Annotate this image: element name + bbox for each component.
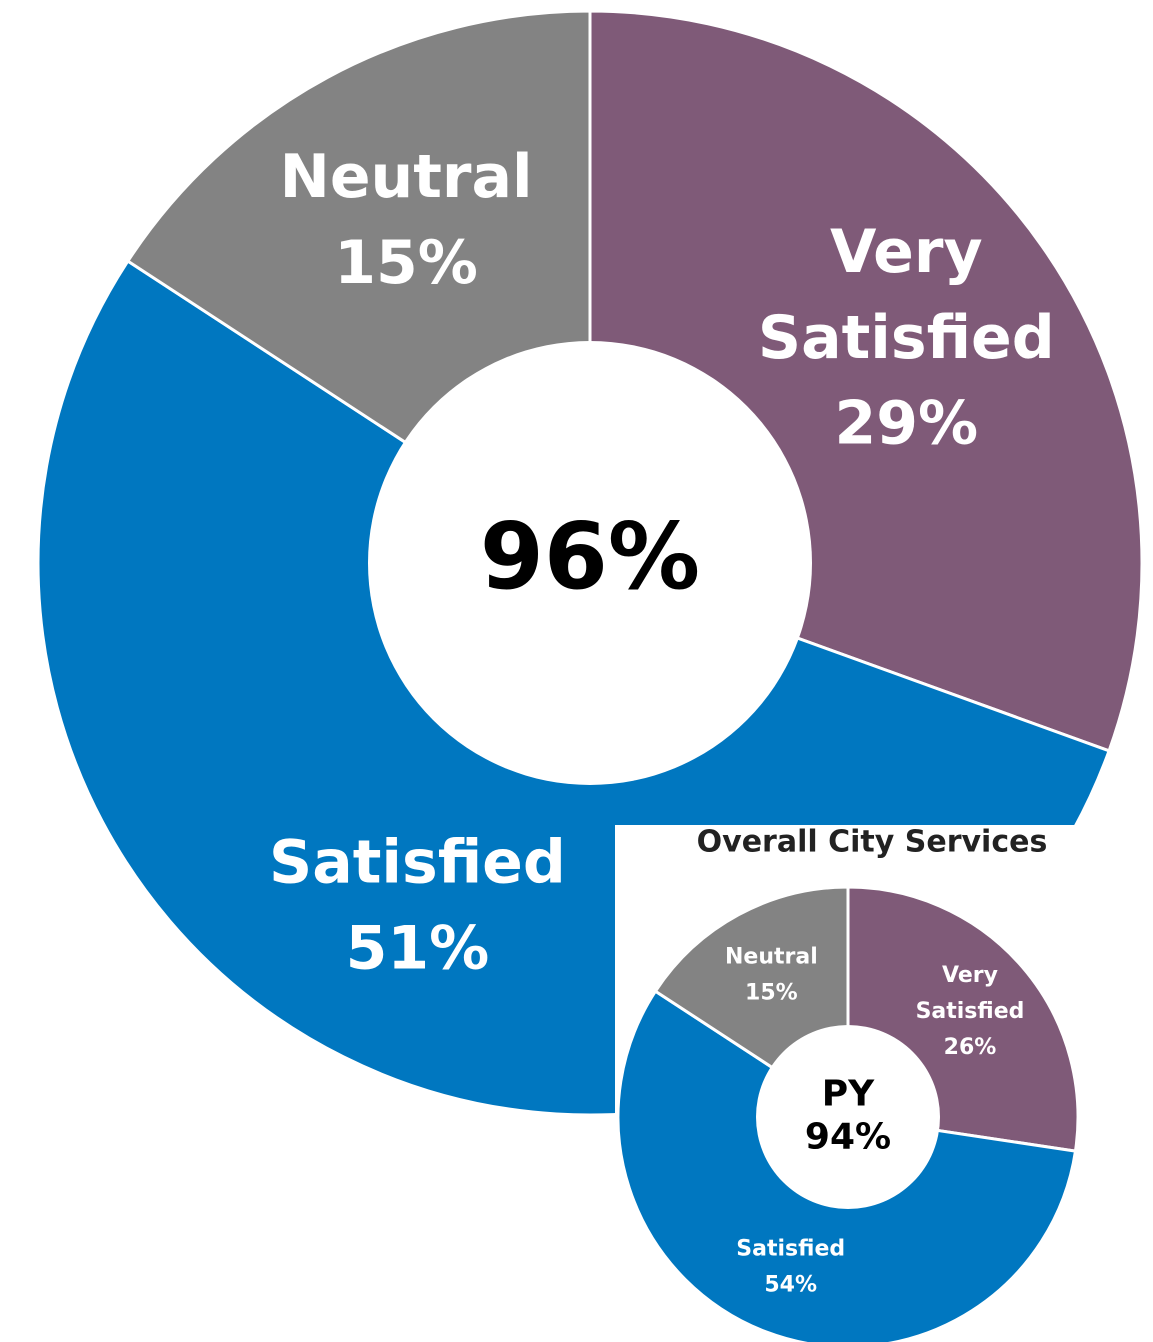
text-line: PY: [822, 1073, 875, 1114]
slice-value-label: 29%: [835, 389, 979, 459]
slice-value-label: 15%: [745, 980, 798, 1005]
slice-label: Satisfied: [736, 1236, 845, 1261]
text-line: Neutral: [280, 142, 533, 212]
text-line: Satisfied: [916, 999, 1025, 1024]
donut-hole: [368, 341, 812, 785]
slice-label: Neutral: [280, 142, 533, 212]
center-label: 96%: [480, 503, 700, 610]
chart-title: Overall City Services: [697, 825, 1048, 860]
slice-label: Very Satisfied: [916, 963, 1025, 1024]
text-line: Satisfied: [736, 1236, 845, 1261]
slice-label: Neutral: [725, 944, 818, 969]
text-line: Neutral: [725, 944, 818, 969]
donut-hole: [756, 1025, 940, 1209]
text-line: Very: [942, 963, 998, 988]
slice-value-label: 26%: [944, 1035, 997, 1060]
text-line: 94%: [805, 1117, 891, 1158]
slice-label: Very Satisfied: [758, 217, 1055, 373]
slice-label: Satisfied: [269, 827, 566, 897]
text-line: Very: [830, 217, 983, 287]
text-line: Satisfied: [758, 303, 1055, 373]
slice-value-label: 15%: [334, 228, 478, 298]
slice-value-label: 51%: [346, 913, 490, 983]
text-line: Satisfied: [269, 827, 566, 897]
text-line: 96%: [480, 503, 700, 610]
slice-value-label: 54%: [764, 1272, 817, 1297]
center-label: PY 94%: [805, 1073, 891, 1157]
